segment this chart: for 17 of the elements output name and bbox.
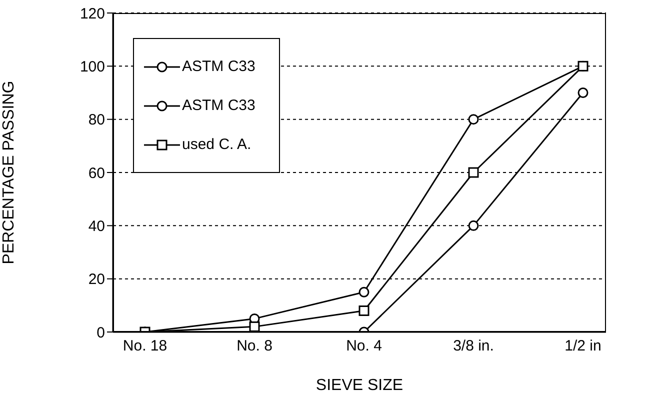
x-tick-label: 1/2 in: [564, 338, 602, 355]
legend-label: ASTM C33: [182, 58, 256, 75]
y-tick-label: 40: [88, 218, 105, 235]
x-tick-label: No. 18: [122, 338, 168, 355]
x-tick-label: No. 8: [236, 338, 272, 355]
x-axis-title: SIEVE SIZE: [316, 377, 404, 394]
y-tick-label: 80: [88, 112, 105, 129]
y-tick-label: 20: [88, 271, 105, 288]
legend-label: ASTM C33: [182, 97, 256, 114]
legend-label: used C. A.: [182, 136, 252, 153]
y-axis-title: PERCENTAGE PASSING: [0, 80, 18, 264]
x-tick-label: 3/8 in.: [453, 338, 494, 355]
y-tick-label: 100: [80, 58, 105, 76]
y-tick-label: 120: [80, 5, 105, 22]
x-tick-label: No. 4: [346, 338, 382, 355]
y-tick-label: 60: [88, 164, 105, 182]
y-tick-label: 0: [96, 324, 105, 342]
